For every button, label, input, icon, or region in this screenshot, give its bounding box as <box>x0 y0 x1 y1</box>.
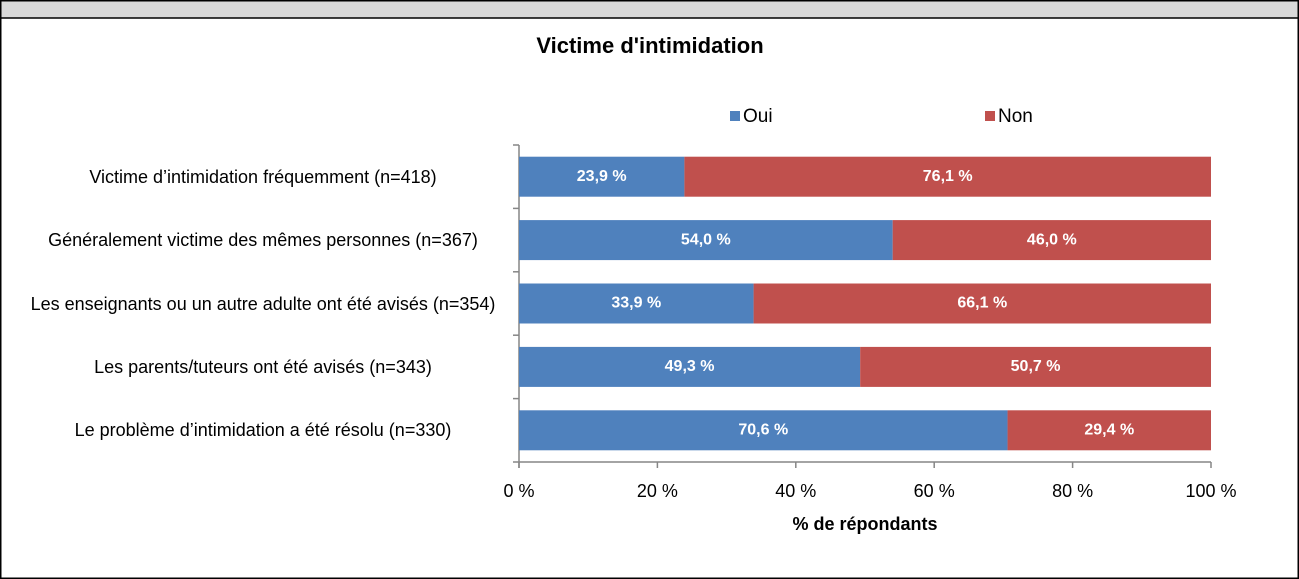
legend-label: Oui <box>743 106 773 127</box>
bar-value-label: 46,0 % <box>1027 231 1077 248</box>
x-tick-label: 40 % <box>775 481 816 501</box>
bar-value-label: 50,7 % <box>1011 358 1061 375</box>
bar-segment <box>519 346 861 387</box>
bar-value-label: 54,0 % <box>681 231 731 248</box>
y-tick-label: Victime d’intimidation fréquemment (n=41… <box>89 166 437 187</box>
x-tick-label: 20 % <box>637 481 678 501</box>
x-tick-label: 80 % <box>1052 481 1093 501</box>
bar-segment <box>753 283 1211 324</box>
bar-value-label: 70,6 % <box>738 422 788 439</box>
x-axis-title: % de répondants <box>792 514 937 534</box>
bar-value-label: 66,1 % <box>957 295 1007 312</box>
bar-segment <box>1007 410 1211 451</box>
chart-title: Victime d'intimidation <box>536 33 763 58</box>
bar-segment <box>860 346 1211 387</box>
y-tick-label: Les parents/tuteurs ont été avisés (n=34… <box>94 356 432 377</box>
bar-value-label: 29,4 % <box>1084 422 1134 439</box>
legend-swatch <box>985 111 995 121</box>
legend-swatch <box>730 111 740 121</box>
bar-segment <box>892 220 1211 261</box>
bar-segment <box>519 410 1008 451</box>
y-tick-label: Les enseignants ou un autre adulte ont é… <box>30 293 496 314</box>
x-tick-label: 60 % <box>914 481 955 501</box>
legend-label: Non <box>998 106 1033 127</box>
bar-segment <box>684 156 1211 197</box>
bar-value-label: 49,3 % <box>665 358 715 375</box>
header-bar <box>0 0 1299 19</box>
x-tick-label: 100 % <box>1185 481 1236 501</box>
bar-value-label: 23,9 % <box>577 168 627 185</box>
bar-value-label: 76,1 % <box>923 168 973 185</box>
y-tick-label: Généralement victime des mêmes personnes… <box>48 230 478 251</box>
x-tick-label: 0 % <box>503 481 534 501</box>
y-tick-label: Le problème d’intimidation a été résolu … <box>74 420 452 441</box>
bar-segment <box>519 156 685 197</box>
bar-segment <box>519 220 893 261</box>
bar-segment <box>519 283 754 324</box>
bar-value-label: 33,9 % <box>611 295 661 312</box>
